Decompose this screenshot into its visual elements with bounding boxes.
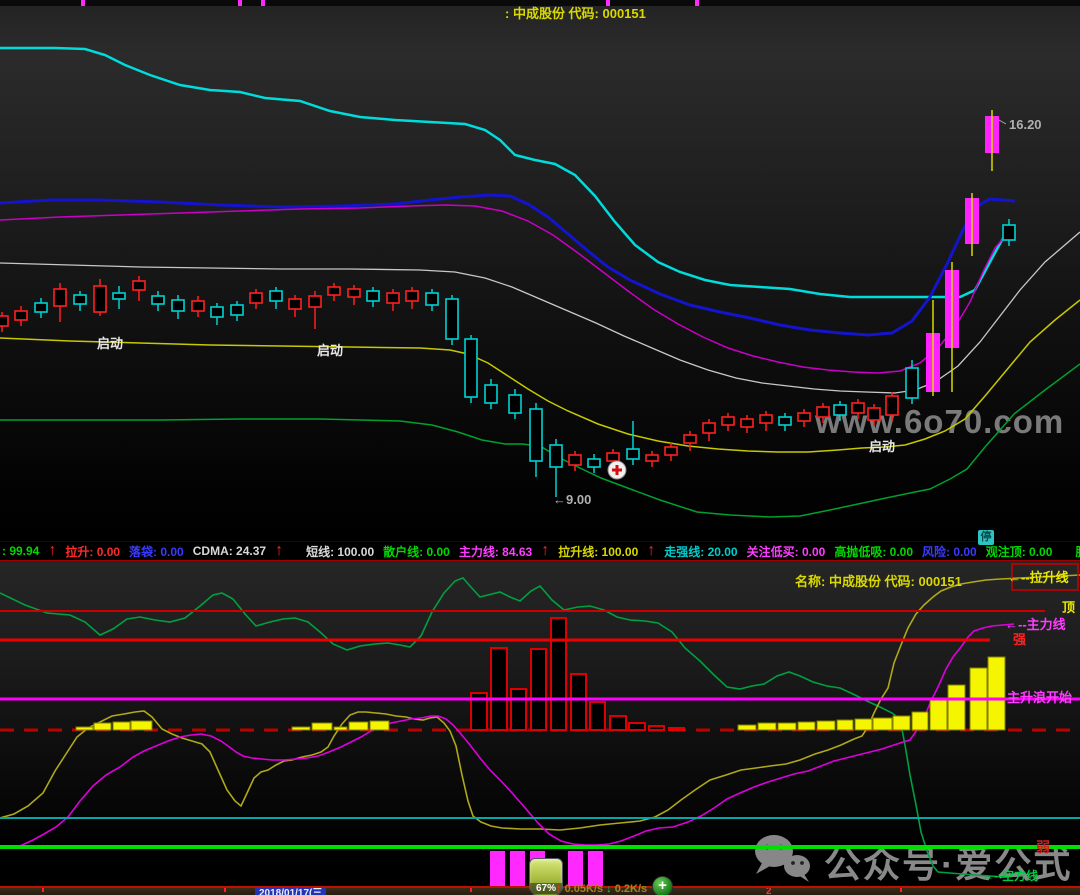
add-button[interactable]: + [652,876,673,895]
indicator-statusbar: : 99.94 ↑ 拉升: 0.00 落袋: 0.00 CDMA: 24.37 ↑ 短线: … [0,541,1080,561]
axis-tick [224,888,226,892]
label-ding: 顶 [1062,600,1076,615]
status-item: 高抛低吸: 0.00 [834,544,913,559]
date-label: 2018/01/17(三 [255,888,327,895]
label-high-price: 16.20 [1009,117,1042,132]
label-kongfangxian: ←--空方线 [982,869,1038,883]
status-item: 主力线: 84.63 [458,544,533,559]
label-qidong-1: 启动 [97,336,124,351]
label-qidong-2: 启动 [317,343,344,358]
download-speed: 0.2K/s [614,883,648,895]
status-item: CDMA: 24.37 [192,544,267,558]
status-item: 短线: 100.00 [306,544,375,559]
up-arrow-icon: ↑ [48,542,57,559]
battery-percent: 67% [530,883,562,894]
kline-panel-title: : 中成股份 代码: 000151 [505,6,646,21]
status-item: 落袋: 0.00 [129,544,184,559]
up-arrow-icon: ↑ [275,542,284,559]
label-ruo: 弱 [1036,839,1050,855]
status-item: 散户线: 0.00 [383,544,450,559]
watermark-url: www.6o70.com [815,403,1065,440]
status-item: 关注低买: 0.00 [746,544,826,559]
axis-tick [470,888,472,892]
up-arrow-icon: ↑ [647,542,656,559]
axis-label: 2 [766,886,772,895]
status-item: 拉升线: 100.00 [558,544,639,559]
pause-badge: 停 [978,530,994,545]
kline-panel [0,0,1080,541]
label-zhushenglang: 主升浪开始 [1007,690,1073,705]
watermark-wechat: 公众号·爱公式 [712,830,1080,894]
label-low-price: ←9.00 [553,492,592,507]
status-item: : 99.94 [2,544,40,558]
label-qidong-3: 启动 [869,439,896,454]
network-speed: ↑ 0.05K/s ↓ 0.2K/s [556,883,647,895]
axis-tick [900,888,902,892]
indicator-panel-title: 名称: 中成股份 代码: 000151 [795,574,962,589]
status-item: 风险: 0.00 [922,544,977,559]
top-tick-strip [0,0,1080,6]
upload-arrow-icon: ↑ [556,883,562,895]
status-item: 观注顶: 0.00 [985,544,1053,559]
status-item: 股价趋势: 103.86 [1075,543,1080,560]
label-lashengxian: ←--拉升线 [1008,570,1069,585]
download-arrow-icon: ↓ [606,883,612,895]
upload-speed: 0.05K/s [564,883,604,895]
label-qiang: 强 [1013,632,1027,647]
label-zhulixian: ←--主力线 [1005,617,1066,632]
status-item: 走强线: 20.00 [664,544,738,559]
up-arrow-icon: ↑ [541,542,550,559]
status-item: 拉升: 0.00 [65,544,121,559]
axis-tick [42,888,44,892]
wechat-icon [755,835,810,882]
